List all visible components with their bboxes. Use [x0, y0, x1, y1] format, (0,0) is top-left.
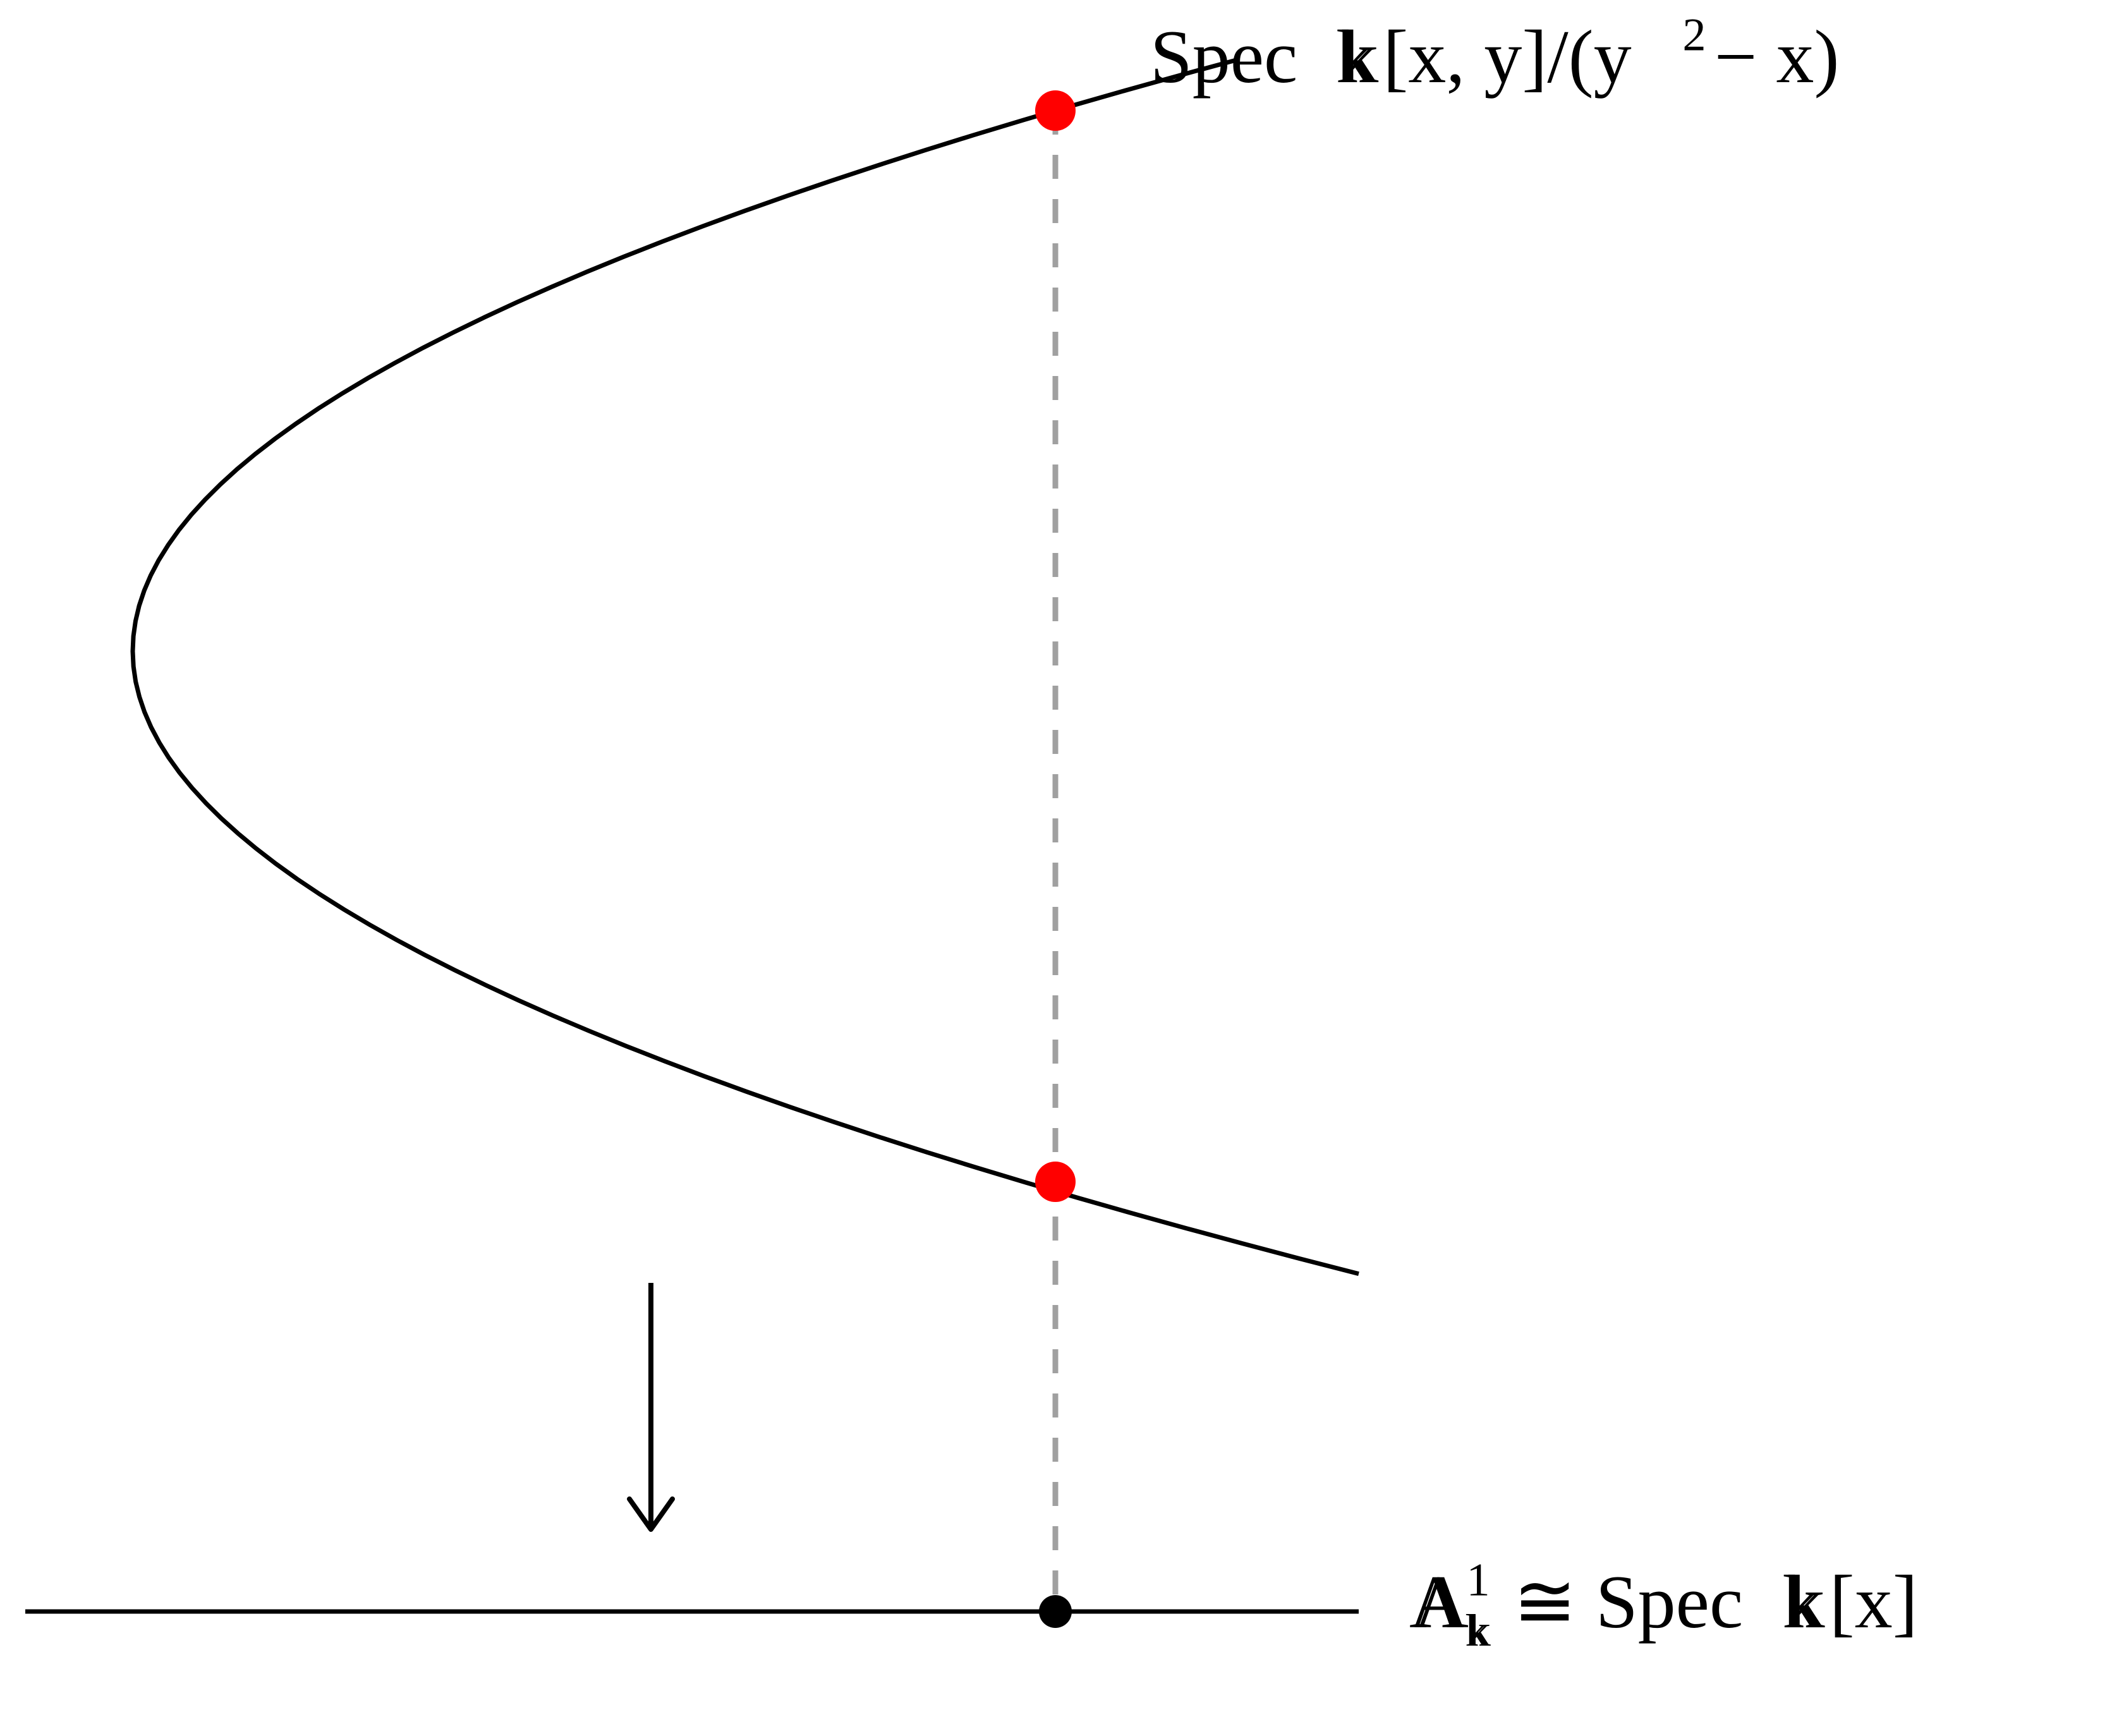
base-point: [1039, 1595, 1072, 1628]
label-spec-curve: Spec kk[x, y]/(y 2 − x): [1150, 9, 1839, 99]
fiber-point-top: [1035, 90, 1076, 131]
k-bb: kk: [1782, 1560, 1824, 1644]
fiber-point-bottom: [1035, 1162, 1076, 1202]
k-bb: kk: [1466, 1605, 1491, 1656]
svg-text:k: k: [1468, 1605, 1491, 1656]
svg-text:k: k: [1340, 15, 1378, 99]
svg-text:[x, y]/(y: [x, y]/(y: [1383, 15, 1631, 99]
svg-text:k: k: [1787, 1560, 1825, 1644]
svg-text:− x): − x): [1714, 15, 1840, 99]
a-bb: AA: [1409, 1560, 1469, 1644]
svg-text:Spec: Spec: [1150, 15, 1297, 99]
parabola-curve: [133, 59, 1359, 1274]
svg-text:A: A: [1414, 1560, 1469, 1644]
svg-text:≅ Spec: ≅ Spec: [1513, 1560, 1743, 1644]
svg-text:[x]: [x]: [1830, 1560, 1918, 1644]
k-bb: kk: [1336, 15, 1378, 99]
svg-text:2: 2: [1682, 9, 1706, 61]
label-affine-line: AA1kk ≅ Spec kk[x]: [1409, 1555, 1918, 1656]
svg-text:1: 1: [1467, 1555, 1490, 1606]
